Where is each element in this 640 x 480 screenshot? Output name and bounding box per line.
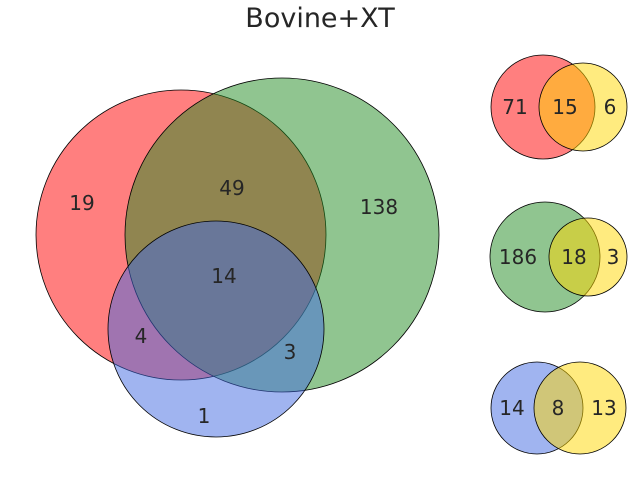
small-venn-2-right-circle: [548, 217, 628, 297]
small-venn-2-left-count: 186: [499, 245, 537, 269]
main-red-only-count: 19: [69, 191, 94, 215]
main-green-blue-count: 3: [284, 340, 297, 364]
main-blue-only-count: 1: [198, 404, 211, 428]
small-venn-3-overlap-count: 8: [552, 396, 565, 420]
small-venn-green-yellow: 186 18 3: [489, 201, 628, 313]
small-venn-2-right-count: 3: [607, 245, 620, 269]
main-red-green-count: 49: [219, 176, 244, 200]
small-venn-3-right-count: 13: [591, 396, 616, 420]
small-venn-1-right-count: 6: [604, 95, 617, 119]
small-venn-3-right-circle: [533, 361, 627, 455]
small-venn-red-yellow: 71 15 6: [490, 54, 628, 160]
main-venn: 19 49 138 14 4 3 1: [35, 77, 440, 438]
figure-title: Bovine+XT: [245, 3, 395, 34]
main-red-green-blue-count: 14: [211, 264, 236, 288]
main-red-blue-count: 4: [135, 324, 148, 348]
main-green-only-count: 138: [360, 195, 398, 219]
small-venn-2-overlap-count: 18: [561, 245, 586, 269]
small-venn-1-right-circle: [538, 62, 628, 152]
small-venn-1-left-count: 71: [502, 95, 527, 119]
small-venn-3-left-count: 14: [499, 396, 524, 420]
small-venn-blue-yellow: 14 8 13: [490, 361, 627, 455]
small-venn-1-overlap-count: 15: [552, 95, 577, 119]
main-blue-circle: [107, 220, 325, 438]
